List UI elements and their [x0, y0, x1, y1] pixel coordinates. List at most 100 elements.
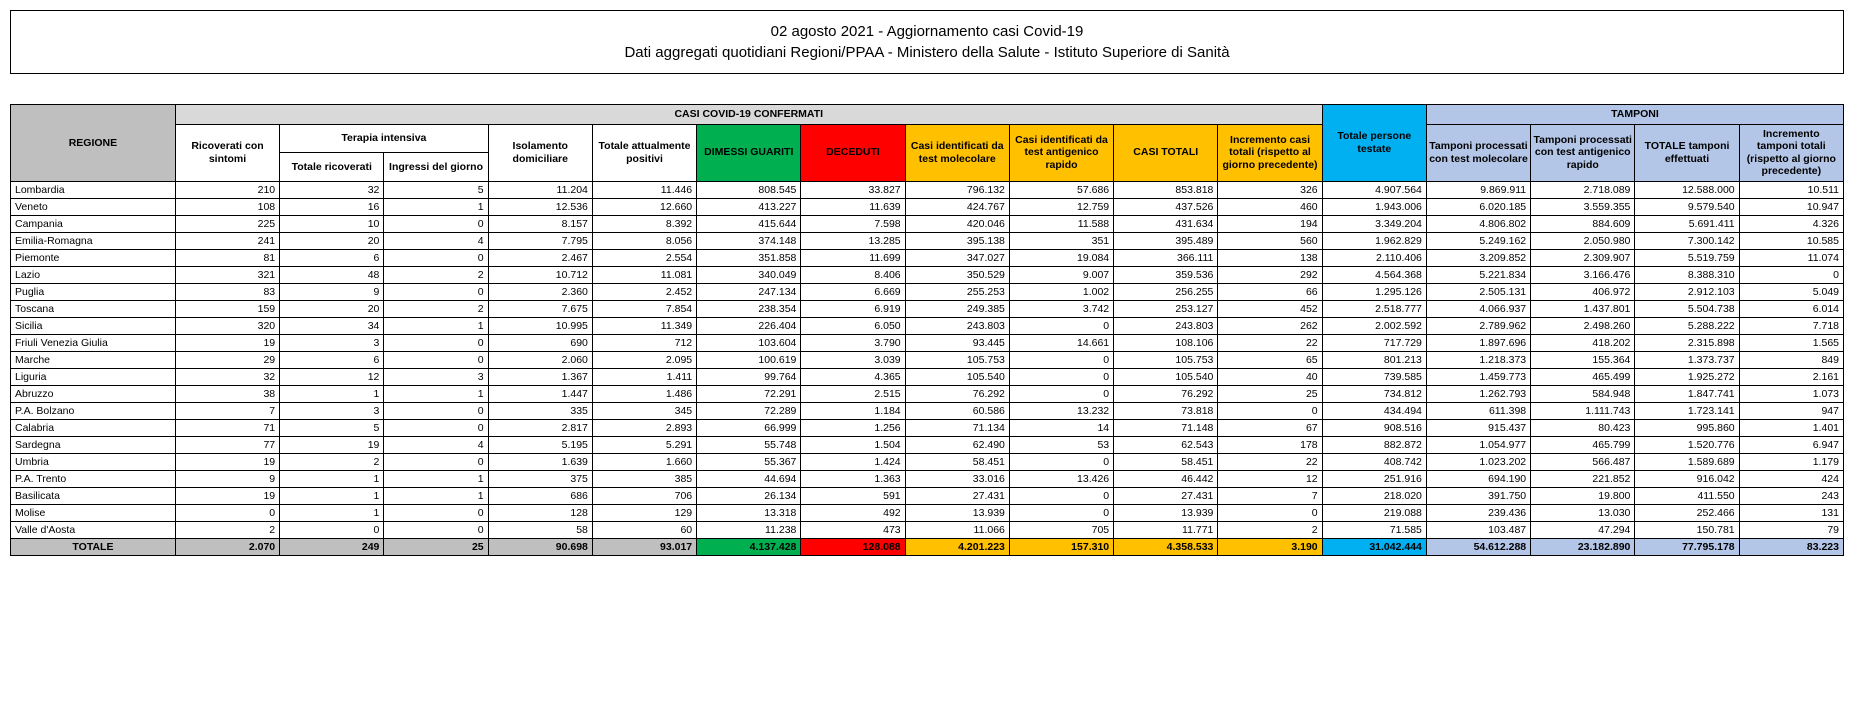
data-cell: 584.948 — [1531, 385, 1635, 402]
data-cell: 1.363 — [801, 470, 905, 487]
table-row: Lombardia21032511.20411.446808.54533.827… — [11, 181, 1844, 198]
region-cell: P.A. Trento — [11, 470, 176, 487]
data-cell: 247.134 — [697, 283, 801, 300]
data-cell: 25 — [1218, 385, 1322, 402]
region-cell: Abruzzo — [11, 385, 176, 402]
table-row: Toscana1592027.6757.854238.3546.919249.3… — [11, 300, 1844, 317]
data-cell: 48 — [280, 266, 384, 283]
data-cell: 3.742 — [1009, 300, 1113, 317]
data-cell: 1.373.737 — [1635, 351, 1739, 368]
data-cell: 19 — [175, 487, 279, 504]
data-cell: 8.406 — [801, 266, 905, 283]
data-cell: 2.360 — [488, 283, 592, 300]
data-cell: 1.295.126 — [1322, 283, 1426, 300]
data-cell: 411.550 — [1635, 487, 1739, 504]
data-cell: 2.315.898 — [1635, 334, 1739, 351]
data-cell: 882.872 — [1322, 436, 1426, 453]
data-cell: 415.644 — [697, 215, 801, 232]
table-row: Emilia-Romagna2412047.7958.056374.14813.… — [11, 232, 1844, 249]
data-cell: 62.543 — [1114, 436, 1218, 453]
data-cell: 2.912.103 — [1635, 283, 1739, 300]
data-cell: 8.392 — [592, 215, 696, 232]
data-cell: 71.134 — [905, 419, 1009, 436]
data-cell: 1.589.689 — [1635, 453, 1739, 470]
data-cell: 221.852 — [1531, 470, 1635, 487]
col-casi-tot: CASI TOTALI — [1114, 124, 1218, 181]
data-cell: 4.365 — [801, 368, 905, 385]
data-cell: 1.111.743 — [1531, 402, 1635, 419]
data-cell: 131 — [1739, 504, 1843, 521]
header-title: 02 agosto 2021 - Aggiornamento casi Covi… — [11, 23, 1843, 40]
data-cell: 71 — [175, 419, 279, 436]
data-cell: 321 — [175, 266, 279, 283]
data-cell: 424 — [1739, 470, 1843, 487]
region-cell: P.A. Bolzano — [11, 402, 176, 419]
data-cell: 796.132 — [905, 181, 1009, 198]
data-cell: 351 — [1009, 232, 1113, 249]
data-cell: 0 — [384, 215, 488, 232]
col-casi-mol: Casi identificati da test molecolare — [905, 124, 1009, 181]
col-ti-ingressi: Ingressi del giorno — [384, 153, 488, 182]
data-cell: 218.020 — [1322, 487, 1426, 504]
data-cell: 6 — [280, 351, 384, 368]
data-cell: 6.947 — [1739, 436, 1843, 453]
data-cell: 3.039 — [801, 351, 905, 368]
data-cell: 105.753 — [905, 351, 1009, 368]
data-cell: 7 — [1218, 487, 1322, 504]
data-cell: 366.111 — [1114, 249, 1218, 266]
data-cell: 66.999 — [697, 419, 801, 436]
data-cell: 7.300.142 — [1635, 232, 1739, 249]
data-cell: 1.367 — [488, 368, 592, 385]
data-cell: 4 — [384, 436, 488, 453]
data-cell: 55.367 — [697, 453, 801, 470]
data-cell: 12.588.000 — [1635, 181, 1739, 198]
table-row: Calabria71502.8172.89366.9991.25671.1341… — [11, 419, 1844, 436]
data-cell: 5.691.411 — [1635, 215, 1739, 232]
region-cell: Marche — [11, 351, 176, 368]
data-cell: 5.195 — [488, 436, 592, 453]
data-cell: 2.554 — [592, 249, 696, 266]
data-cell: 808.545 — [697, 181, 801, 198]
data-cell: 14 — [1009, 419, 1113, 436]
data-cell: 4 — [384, 232, 488, 249]
region-cell: Calabria — [11, 419, 176, 436]
total-cell: 157.310 — [1009, 538, 1113, 555]
data-cell: 320 — [175, 317, 279, 334]
col-dimessi: DIMESSI GUARITI — [697, 124, 801, 181]
data-cell: 22 — [1218, 453, 1322, 470]
data-cell: 560 — [1218, 232, 1322, 249]
data-cell: 5.049 — [1739, 283, 1843, 300]
data-cell: 1.411 — [592, 368, 696, 385]
data-cell: 11.699 — [801, 249, 905, 266]
data-cell: 6.669 — [801, 283, 905, 300]
data-cell: 2.518.777 — [1322, 300, 1426, 317]
data-cell: 1.486 — [592, 385, 696, 402]
data-cell: 5 — [384, 181, 488, 198]
data-cell: 2.452 — [592, 283, 696, 300]
data-cell: 44.694 — [697, 470, 801, 487]
data-cell: 10.995 — [488, 317, 592, 334]
data-cell: 32 — [280, 181, 384, 198]
data-cell: 105.753 — [1114, 351, 1218, 368]
data-cell: 1 — [280, 385, 384, 402]
region-cell: Campania — [11, 215, 176, 232]
data-cell: 100.619 — [697, 351, 801, 368]
table-row: P.A. Trento91137538544.6941.36333.01613.… — [11, 470, 1844, 487]
data-cell: 5.519.759 — [1635, 249, 1739, 266]
data-cell: 243.803 — [905, 317, 1009, 334]
table-row: Sicilia32034110.99511.349226.4046.050243… — [11, 317, 1844, 334]
data-cell: 0 — [1009, 453, 1113, 470]
data-cell: 108.106 — [1114, 334, 1218, 351]
data-cell: 849 — [1739, 351, 1843, 368]
data-cell: 11.446 — [592, 181, 696, 198]
data-cell: 0 — [384, 504, 488, 521]
data-cell: 14.661 — [1009, 334, 1113, 351]
data-cell: 884.609 — [1531, 215, 1635, 232]
data-cell: 431.634 — [1114, 215, 1218, 232]
data-cell: 13.030 — [1531, 504, 1635, 521]
data-cell: 0 — [1739, 266, 1843, 283]
data-cell: 10.585 — [1739, 232, 1843, 249]
data-cell: 717.729 — [1322, 334, 1426, 351]
data-cell: 5.504.738 — [1635, 300, 1739, 317]
data-cell: 55.748 — [697, 436, 801, 453]
